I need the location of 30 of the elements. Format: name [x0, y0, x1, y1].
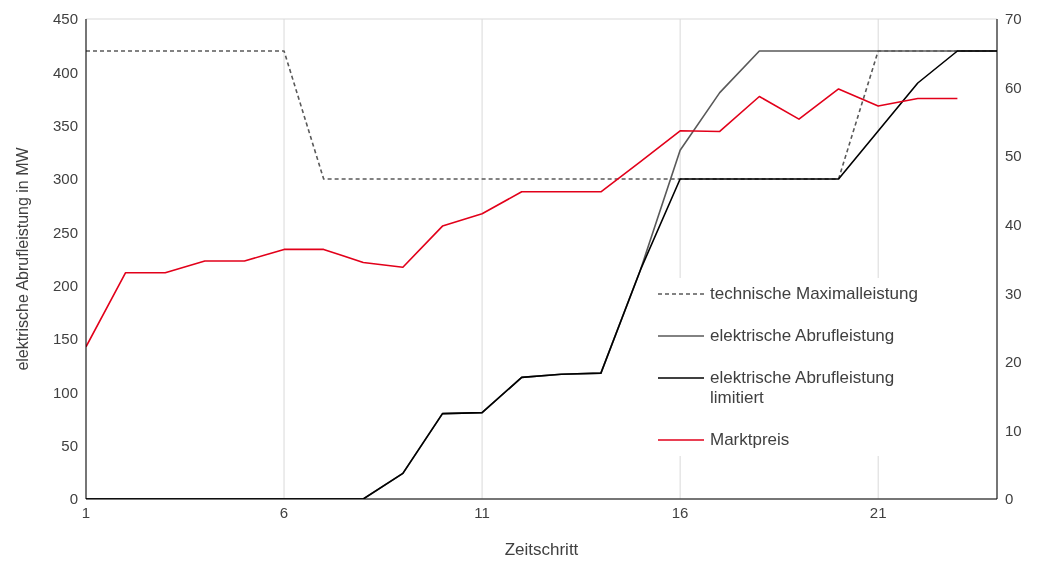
- y-tick-label: 400: [52, 63, 78, 81]
- y2-tick-label: 20: [1005, 353, 1022, 371]
- x-tick-label: 16: [671, 503, 689, 521]
- legend-label: elektrische Abrufleistung limitiert: [710, 368, 896, 408]
- legend-label: elektrische Abrufleistung: [710, 326, 896, 346]
- y2-tick-label: 10: [1005, 421, 1022, 439]
- x-axis-title: Zeitschritt: [504, 540, 579, 559]
- x-tick-label: 1: [81, 503, 91, 521]
- x-tick-label: 11: [474, 503, 490, 521]
- y-tick-label: 350: [52, 116, 78, 134]
- legend-label: technische Maximalleistung: [710, 284, 919, 304]
- y2-tick-label: 70: [1005, 10, 1022, 28]
- x-tick-label: 21: [869, 503, 887, 521]
- y2-tick-label: 0: [1005, 490, 1014, 508]
- y-tick-label: 100: [52, 383, 78, 401]
- y2-tick-label: 60: [1005, 78, 1022, 96]
- y-tick-label: 150: [52, 330, 78, 348]
- y2-tick-label: 50: [1005, 147, 1022, 165]
- line-series: [86, 88, 959, 348]
- y-tick-label: 50: [61, 436, 78, 454]
- y-tick-label: 300: [52, 170, 78, 188]
- y-tick-label: 250: [52, 223, 78, 241]
- y2-tick-label: 30: [1005, 284, 1022, 302]
- y-tick-label: 200: [52, 276, 78, 294]
- y-tick-label: 0: [69, 490, 78, 508]
- x-tick-label: 6: [279, 503, 289, 521]
- y-tick-label: 450: [52, 10, 78, 28]
- y-axis-title: elektrische Abrufleistung in MW: [13, 146, 31, 371]
- legend-label: Marktpreis: [710, 430, 791, 450]
- y2-tick-label: 40: [1005, 216, 1022, 234]
